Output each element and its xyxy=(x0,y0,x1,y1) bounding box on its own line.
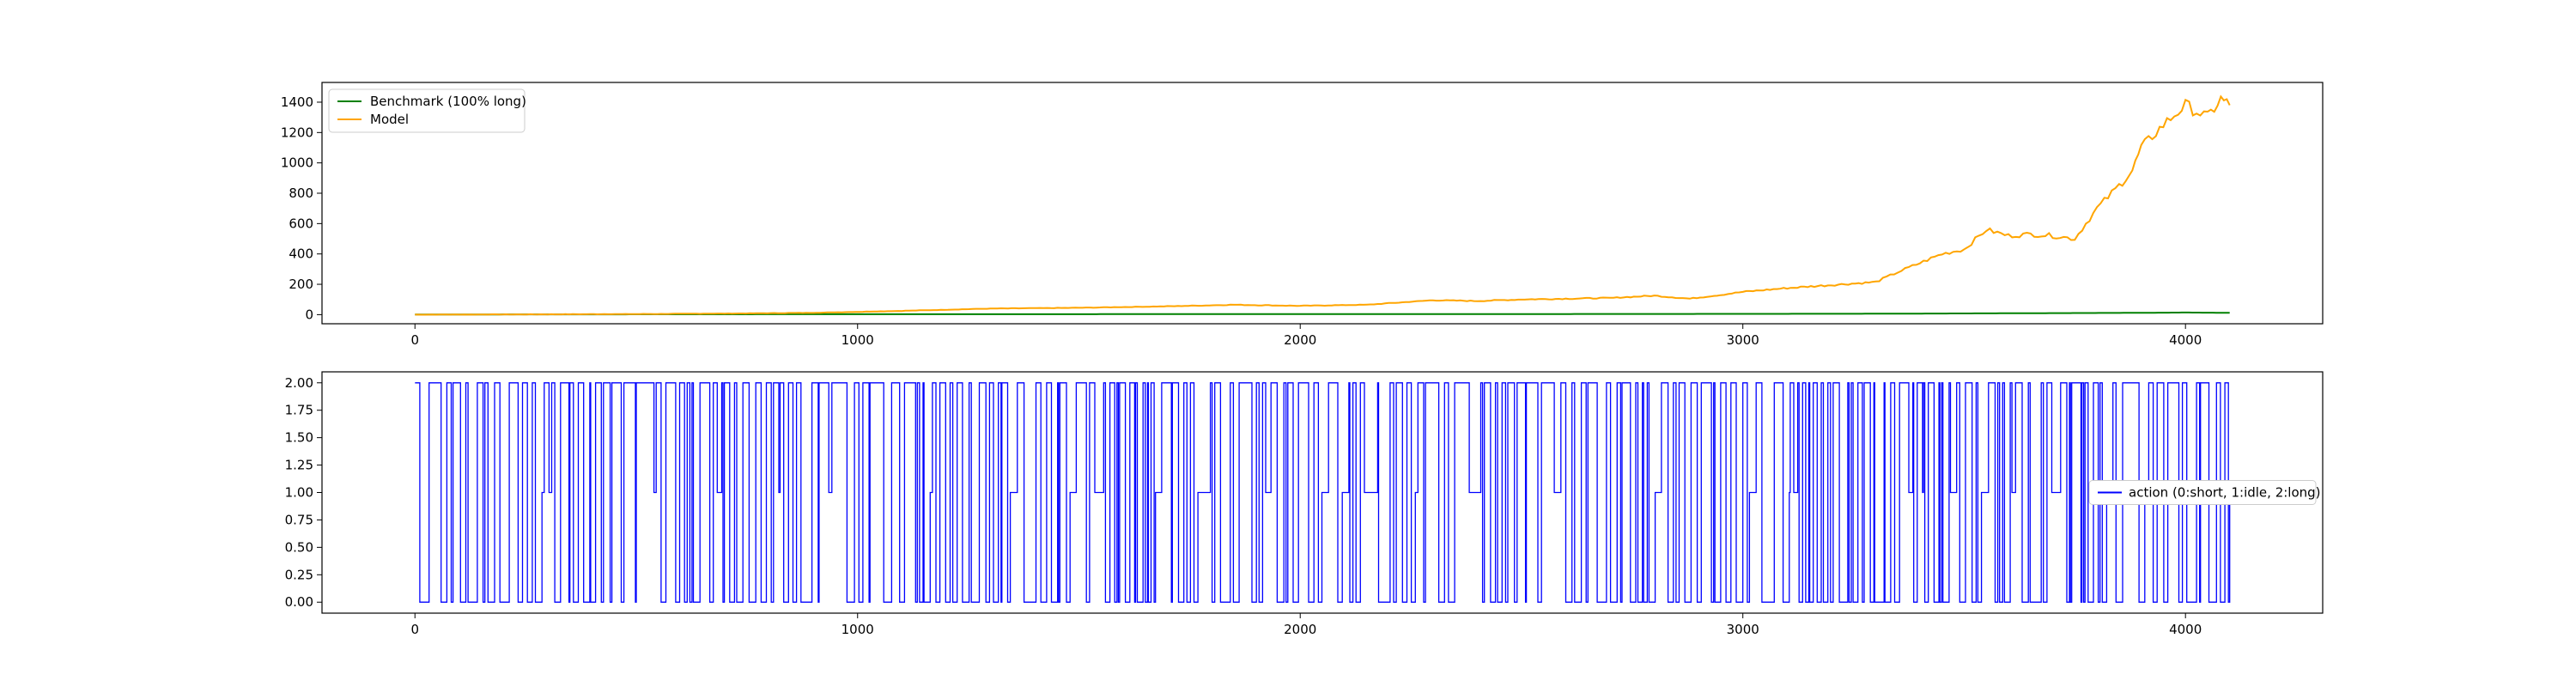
y-tick-label: 1200 xyxy=(281,125,313,140)
y-tick-label: 400 xyxy=(289,246,313,262)
x-tick-label: 0 xyxy=(410,332,419,348)
model-line xyxy=(415,94,2231,316)
bottom-subplot: 0 1000 2000 3000 4000 0.00 0.25 0.50 0.75 1.00 1.2… xyxy=(285,371,2324,637)
x-tick-label: 3000 xyxy=(1727,332,1759,348)
y-tick-label: 1.25 xyxy=(285,458,313,473)
legend-label: Benchmark (100% long) xyxy=(370,94,526,109)
y-tick-label: 0.75 xyxy=(285,512,313,527)
x-tick-label: 0 xyxy=(410,622,419,637)
x-tick-label: 4000 xyxy=(2169,622,2202,637)
top-subplot: 0 1000 2000 3000 4000 0 200 400 600 800 1000 1200 14… xyxy=(281,82,2324,348)
y-tick-label: 1400 xyxy=(281,94,313,110)
y-tick-label: 0.00 xyxy=(285,594,313,610)
x-tick-label: 2000 xyxy=(1284,332,1316,348)
x-tick-label: 2000 xyxy=(1284,622,1316,637)
y-tick-label: 200 xyxy=(289,277,313,292)
y-tick-label: 600 xyxy=(289,216,313,231)
y-tick-label: 1.75 xyxy=(285,403,313,418)
action-line xyxy=(415,382,2231,603)
legend-label: action (0:short, 1:idle, 2:long) xyxy=(2129,485,2321,501)
y-tick-label: 0 xyxy=(305,307,313,322)
x-tick-label: 3000 xyxy=(1727,622,1759,637)
y-tick-label: 0.25 xyxy=(285,567,313,582)
y-tick-label: 1.00 xyxy=(285,485,313,501)
y-tick-label: 1.50 xyxy=(285,430,313,446)
y-tick-label: 0.50 xyxy=(285,539,313,555)
y-tick-label: 2.00 xyxy=(285,375,313,391)
legend: action (0:short, 1:idle, 2:long) xyxy=(2088,480,2321,505)
y-tick-label: 800 xyxy=(289,185,313,201)
x-tick-label: 1000 xyxy=(841,622,874,637)
legend-label: Model xyxy=(370,112,409,127)
legend-box xyxy=(2088,480,2317,505)
y-tick-label: 1000 xyxy=(281,155,313,171)
plot-frame xyxy=(321,82,2324,325)
x-tick-label: 1000 xyxy=(841,332,874,348)
x-tick-label: 4000 xyxy=(2169,332,2202,348)
legend-box xyxy=(328,88,526,133)
legend: Benchmark (100% long) Model xyxy=(328,88,526,133)
